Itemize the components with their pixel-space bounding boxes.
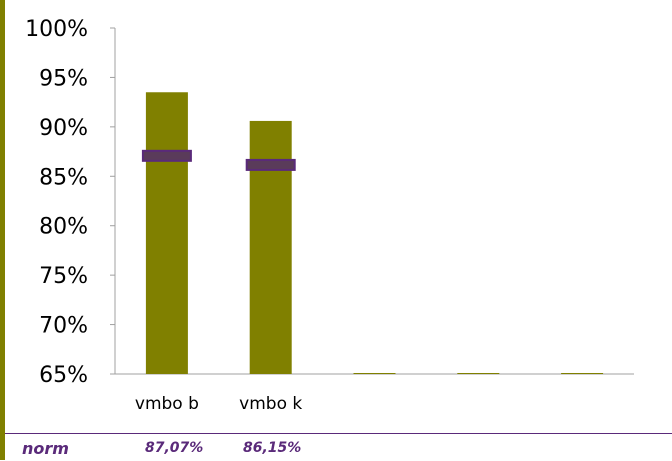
y-tick-label: 75% <box>39 264 88 289</box>
norm-row: norm 87,07% 86,15% <box>5 433 672 461</box>
category-label: vmbo k <box>239 394 302 414</box>
left-accent-stripe <box>0 0 5 460</box>
norm-marker-vmbo-b <box>141 149 192 162</box>
y-tick-label: 70% <box>39 314 88 339</box>
norm-value-vmbo-b: 87,07% <box>145 440 204 456</box>
bar-empty-3 <box>457 373 500 374</box>
bars <box>145 92 604 374</box>
y-tick-label: 95% <box>39 66 88 91</box>
norm-value-vmbo-k: 86,15% <box>243 440 302 456</box>
norm-markers <box>141 149 296 171</box>
y-tick-label: 80% <box>39 215 88 240</box>
norm-label: norm <box>22 439 69 458</box>
y-tick-label: 85% <box>39 165 88 190</box>
axes <box>110 27 634 375</box>
bar-empty-4 <box>561 373 604 374</box>
y-tick-label: 90% <box>39 116 88 141</box>
y-tick-label: 65% <box>39 363 88 388</box>
bar-empty-2 <box>353 373 396 374</box>
bar-vmbo-k <box>249 120 292 374</box>
category-labels: vmbo b vmbo k <box>135 394 302 414</box>
bar-vmbo-b <box>145 92 188 374</box>
y-tick-label: 100% <box>25 17 88 42</box>
y-tick-labels: 65% 70% 75% 80% 85% 90% 95% 100% <box>25 17 88 388</box>
bar-chart: 65% 70% 75% 80% 85% 90% 95% 100% vmbo b vmbo k <box>25 17 634 414</box>
norm-marker-vmbo-k <box>245 158 296 171</box>
category-label: vmbo b <box>135 394 199 414</box>
